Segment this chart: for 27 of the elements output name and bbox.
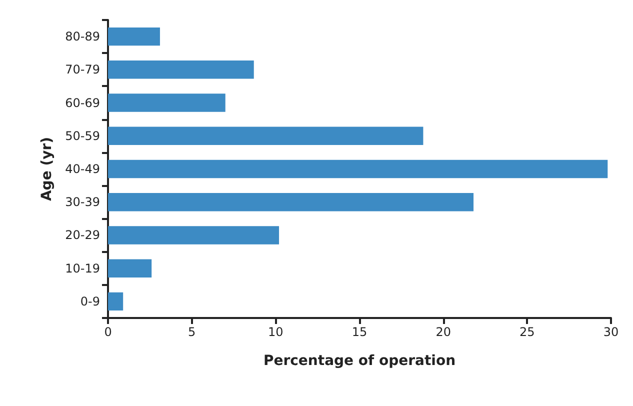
y-axis-title: Age (yr) — [39, 136, 56, 202]
x-tick-label: 5 — [188, 325, 196, 339]
bar — [108, 94, 226, 112]
bar — [108, 27, 160, 46]
y-tick-label: 70-79 — [65, 62, 100, 77]
bar — [108, 193, 474, 212]
x-tick-label: 10 — [268, 325, 284, 339]
x-tick-label: 30 — [603, 325, 619, 339]
x-tick-label: 20 — [436, 325, 451, 339]
bar — [108, 60, 254, 79]
y-tick-label: 60-69 — [65, 96, 100, 110]
bar — [108, 259, 152, 278]
y-tick-label: 50-59 — [65, 128, 100, 143]
x-axis-title: Percentage of operation — [263, 353, 456, 369]
bar — [108, 126, 424, 145]
bar — [108, 226, 280, 244]
y-tick-label: 30-39 — [65, 195, 100, 210]
y-tick-label: 20-29 — [65, 228, 100, 242]
x-tick-label: 15 — [352, 325, 368, 339]
bar — [108, 292, 124, 311]
y-tick-label: 10-19 — [65, 261, 100, 276]
x-tick-label: 25 — [520, 325, 535, 339]
y-tick-label: 40-49 — [65, 162, 100, 176]
bar — [108, 160, 608, 178]
y-tick-label: 0-9 — [80, 294, 100, 308]
y-tick-label: 80-89 — [65, 30, 100, 44]
x-tick-label: 0 — [104, 325, 112, 339]
